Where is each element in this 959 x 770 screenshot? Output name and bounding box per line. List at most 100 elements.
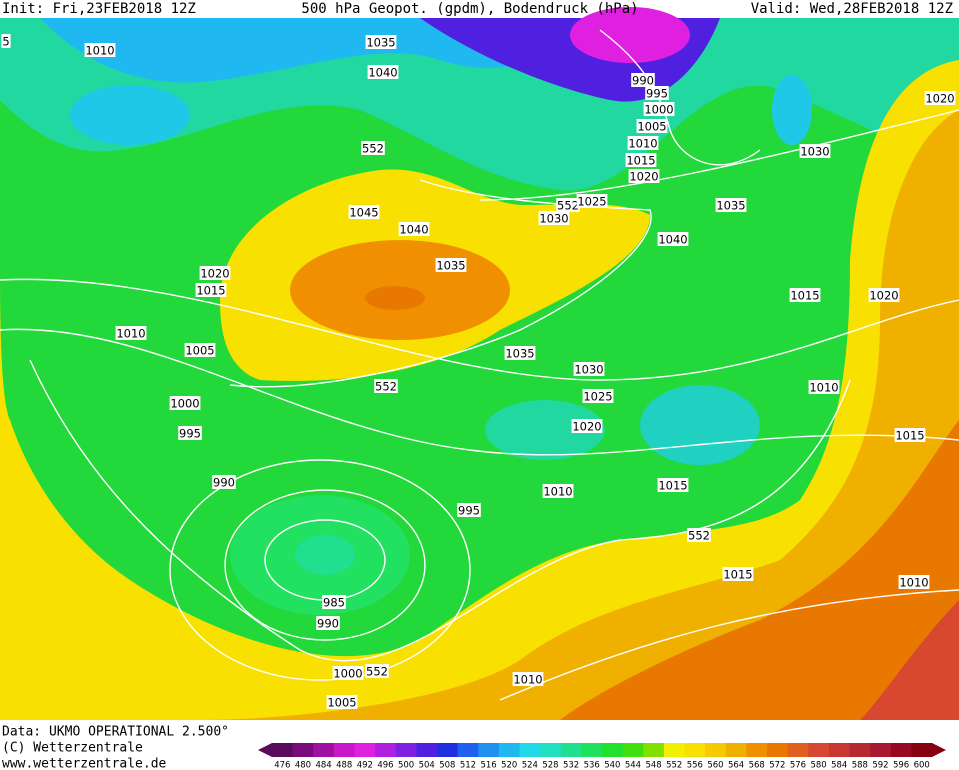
contour-label: 995 xyxy=(458,504,480,518)
label-bg xyxy=(628,169,660,183)
label-bg xyxy=(1,34,11,48)
colorbar-label: 600 xyxy=(914,761,930,770)
colorbar-swatch xyxy=(911,743,933,757)
colorbar-arrow xyxy=(932,743,946,757)
label-bg xyxy=(361,141,385,155)
label-bg xyxy=(322,595,346,609)
colorbar-swatch xyxy=(746,743,768,757)
colorbar-swatch xyxy=(684,743,706,757)
colorbar-swatch xyxy=(292,743,314,757)
map xyxy=(0,7,959,720)
colorbar-swatch xyxy=(272,743,294,757)
label-bg xyxy=(657,232,689,246)
contour-label: 1020 xyxy=(869,289,898,303)
contour-label: 1010 xyxy=(543,485,572,499)
colorbar-label: 492 xyxy=(357,761,373,770)
colorbar-swatch xyxy=(395,743,417,757)
contour-label: 1035 xyxy=(505,347,534,361)
label-bg xyxy=(504,346,536,360)
colorbar-swatch xyxy=(870,743,892,757)
colorbar-label: 508 xyxy=(439,761,455,770)
label-bg xyxy=(184,343,216,357)
label-bg xyxy=(627,136,659,150)
label-bg xyxy=(326,695,358,709)
label-bg xyxy=(348,205,380,219)
label-bg xyxy=(365,35,397,49)
colorbar-swatch xyxy=(581,743,603,757)
colorbar-swatch xyxy=(725,743,747,757)
label-bg xyxy=(332,666,364,680)
contour-label: 995 xyxy=(179,427,201,441)
colorbar-label: 532 xyxy=(563,761,579,770)
label-bg xyxy=(657,478,689,492)
contour-label: 1005 xyxy=(185,344,214,358)
label-bg xyxy=(84,43,116,57)
colorbar-swatch xyxy=(519,743,541,757)
contour-label: 1010 xyxy=(116,327,145,341)
colorbar-label: 596 xyxy=(893,761,909,770)
contour-label: 1035 xyxy=(366,36,395,50)
contour-label: 985 xyxy=(323,596,345,610)
contour-label: 1025 xyxy=(577,195,606,209)
colorbar-swatch xyxy=(457,743,479,757)
colorbar-swatch xyxy=(890,743,912,757)
label-bg xyxy=(582,389,614,403)
contour-label: 1015 xyxy=(196,284,225,298)
label-bg xyxy=(868,288,900,302)
label-bg xyxy=(316,616,340,630)
contour-label: 1015 xyxy=(895,429,924,443)
contour-label: 1015 xyxy=(790,289,819,303)
contour-labels: 1010103510405521045104010351030552102599… xyxy=(1,34,956,710)
url: www.wetterzentrale.de xyxy=(2,757,167,770)
contour-label: 1000 xyxy=(333,667,362,681)
contour-label: 990 xyxy=(632,74,654,88)
label-bg xyxy=(643,102,675,116)
colorbar-label: 584 xyxy=(831,761,847,770)
colorbar-label: 592 xyxy=(872,761,888,770)
colorbar-label: 480 xyxy=(295,761,311,770)
contour-label: 552 xyxy=(557,199,579,213)
colorbar-label: 556 xyxy=(687,761,703,770)
label-bg xyxy=(687,528,711,542)
colorbar-label: 588 xyxy=(852,761,868,770)
label-bg xyxy=(625,153,657,167)
label-bg xyxy=(212,475,236,489)
contour-label: 1015 xyxy=(658,479,687,493)
label-bg xyxy=(898,575,930,589)
valid-text: Valid: Wed,28FEB2018 12Z xyxy=(751,1,953,17)
contour-label: 552 xyxy=(375,380,397,394)
contour-label: 1010 xyxy=(85,44,114,58)
label-bg xyxy=(435,258,467,272)
colorbar-swatch xyxy=(333,743,355,757)
colorbar-label: 536 xyxy=(584,761,600,770)
colorbar-label: 540 xyxy=(604,761,620,770)
label-bg xyxy=(398,222,430,236)
colorbar-label: 548 xyxy=(645,761,661,770)
colorbar-swatch xyxy=(849,743,871,757)
colorbar-label: 520 xyxy=(501,761,517,770)
colorbar-label: 564 xyxy=(728,761,744,770)
colorbar-label: 560 xyxy=(707,761,723,770)
colorbar-swatch xyxy=(602,743,624,757)
colorbar-swatch xyxy=(498,743,520,757)
contour-label: 1035 xyxy=(436,259,465,273)
label-bg xyxy=(715,198,747,212)
label-bg xyxy=(199,266,231,280)
contour-label: 1035 xyxy=(716,199,745,213)
colorbar-swatch xyxy=(808,743,830,757)
colorbar-swatch xyxy=(478,743,500,757)
colorbar-swatch xyxy=(663,743,685,757)
colorbar-swatch xyxy=(375,743,397,757)
label-bg xyxy=(542,484,574,498)
label-bg xyxy=(799,144,831,158)
contour-label: 995 xyxy=(646,87,668,101)
colorbar: 476 480 484 488 492 496 500 504 508 512 516 520 524 5… xyxy=(258,743,946,770)
contour-label: 552 xyxy=(688,529,710,543)
label-bg xyxy=(367,65,399,79)
map-title: 500 hPa Geopot. (gpdm), Bodendruck (hPa) xyxy=(301,1,638,17)
label-bg xyxy=(374,379,398,393)
colorbar-swatch xyxy=(787,743,809,757)
contour-label: 1040 xyxy=(368,66,397,80)
colorbar-swatch xyxy=(705,743,727,757)
